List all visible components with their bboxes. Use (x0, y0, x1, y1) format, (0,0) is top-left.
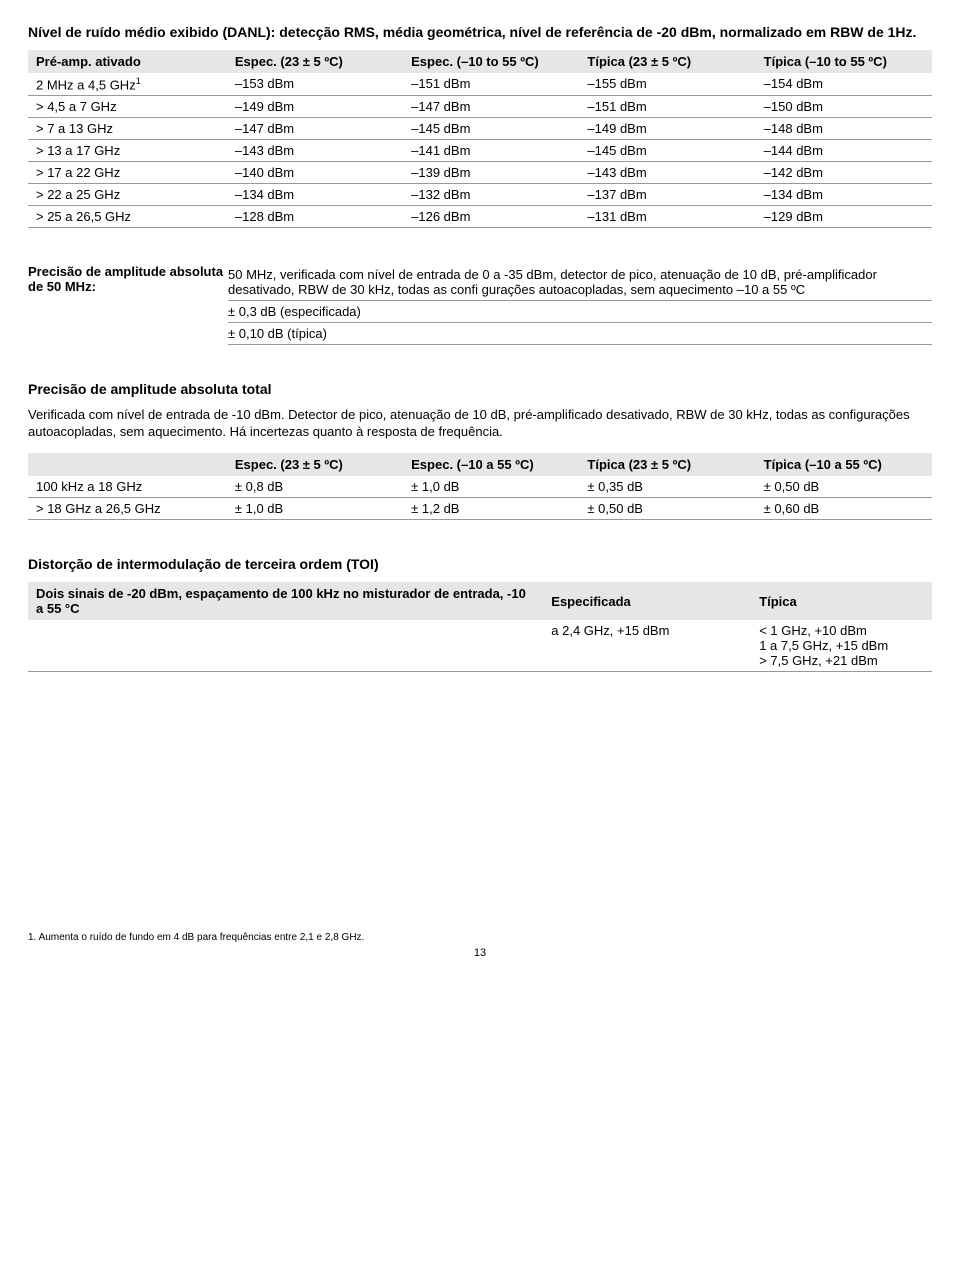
table-row: > 7 a 13 GHz–147 dBm–145 dBm–149 dBm–148… (28, 118, 932, 140)
table-row: > 17 a 22 GHz–140 dBm–139 dBm–143 dBm–14… (28, 162, 932, 184)
danl-cell: –140 dBm (227, 162, 403, 184)
amp-abs-typ: ± 0,10 dB (típica) (228, 323, 932, 345)
danl-table: Pré-amp. ativado Espec. (23 ± 5 ºC) Espe… (28, 50, 932, 228)
toi-title: Distorção de intermodulação de terceira … (28, 556, 932, 572)
danl-cell: –134 dBm (756, 184, 932, 206)
amp-cell: ± 0,50 dB (579, 498, 755, 520)
amp-total-header-1: Espec. (23 ± 5 ºC) (227, 453, 403, 476)
amp-cell: ± 1,0 dB (227, 498, 403, 520)
danl-cell: –150 dBm (756, 96, 932, 118)
toi-typ-line: > 7,5 GHz, +21 dBm (759, 653, 924, 668)
danl-row-label: > 4,5 a 7 GHz (28, 96, 227, 118)
danl-cell: –144 dBm (756, 140, 932, 162)
danl-row-label: > 17 a 22 GHz (28, 162, 227, 184)
table-row: > 4,5 a 7 GHz–149 dBm–147 dBm–151 dBm–15… (28, 96, 932, 118)
amp-abs-desc: 50 MHz, verificada com nível de entrada … (228, 264, 932, 301)
danl-cell: –137 dBm (579, 184, 755, 206)
danl-cell: –145 dBm (403, 118, 579, 140)
toi-spec-val: a 2,4 GHz, +15 dBm (543, 620, 751, 672)
danl-cell: –143 dBm (579, 162, 755, 184)
danl-cell: –151 dBm (403, 73, 579, 96)
amp-total-desc: Verificada com nível de entrada de -10 d… (28, 407, 932, 441)
danl-cell: –149 dBm (579, 118, 755, 140)
table-row: > 22 a 25 GHz–134 dBm–132 dBm–137 dBm–13… (28, 184, 932, 206)
danl-cell: –143 dBm (227, 140, 403, 162)
danl-cell: –147 dBm (403, 96, 579, 118)
danl-row-label: > 22 a 25 GHz (28, 184, 227, 206)
amp-cell: ± 0,8 dB (227, 476, 403, 498)
toi-header-label: Dois sinais de -20 dBm, espaçamento de 1… (28, 582, 543, 620)
table-row: 100 kHz a 18 GHz± 0,8 dB± 1,0 dB± 0,35 d… (28, 476, 932, 498)
danl-cell: –128 dBm (227, 206, 403, 228)
danl-cell: –153 dBm (227, 73, 403, 96)
danl-cell: –126 dBm (403, 206, 579, 228)
amp-cell: ± 0,35 dB (579, 476, 755, 498)
danl-title: Nível de ruído médio exibido (DANL): det… (28, 24, 932, 40)
danl-cell: –142 dBm (756, 162, 932, 184)
danl-cell: –155 dBm (579, 73, 755, 96)
danl-row-label: 2 MHz a 4,5 GHz1 (28, 73, 227, 96)
page-number: 13 (28, 947, 932, 959)
toi-typ-vals: < 1 GHz, +10 dBm1 a 7,5 GHz, +15 dBm> 7,… (751, 620, 932, 672)
amp-abs-spec: ± 0,3 dB (especificada) (228, 301, 932, 323)
danl-row-label: > 25 a 26,5 GHz (28, 206, 227, 228)
danl-cell: –148 dBm (756, 118, 932, 140)
danl-header-1: Espec. (23 ± 5 ºC) (227, 50, 403, 73)
danl-cell: –149 dBm (227, 96, 403, 118)
table-row: > 13 a 17 GHz–143 dBm–141 dBm–145 dBm–14… (28, 140, 932, 162)
danl-cell: –145 dBm (579, 140, 755, 162)
amp-total-table: Espec. (23 ± 5 ºC) Espec. (–10 a 55 ºC) … (28, 453, 932, 520)
amp-total-header-3: Típica (23 ± 5 ºC) (579, 453, 755, 476)
danl-row-label: > 7 a 13 GHz (28, 118, 227, 140)
danl-cell: –139 dBm (403, 162, 579, 184)
amp-cell: ± 1,0 dB (403, 476, 579, 498)
toi-cell-blank (28, 620, 543, 672)
footnote: 1. Aumenta o ruído de fundo em 4 dB para… (28, 932, 932, 943)
danl-cell: –141 dBm (403, 140, 579, 162)
amp-cell: ± 1,2 dB (403, 498, 579, 520)
danl-cell: –129 dBm (756, 206, 932, 228)
danl-header-0: Pré-amp. ativado (28, 50, 227, 73)
toi-header-typ: Típica (751, 582, 932, 620)
amp-total-header-0 (28, 453, 227, 476)
danl-header-4: Típica (–10 to 55 ºC) (756, 50, 932, 73)
danl-cell: –132 dBm (403, 184, 579, 206)
amp-cell: ± 0,60 dB (756, 498, 932, 520)
amp-total-header-4: Típica (–10 a 55 ºC) (756, 453, 932, 476)
danl-row-label: > 13 a 17 GHz (28, 140, 227, 162)
danl-header-2: Espec. (–10 to 55 ºC) (403, 50, 579, 73)
amp-total-header-2: Espec. (–10 a 55 ºC) (403, 453, 579, 476)
amp-cell: ± 0,50 dB (756, 476, 932, 498)
danl-cell: –134 dBm (227, 184, 403, 206)
amp-row-label: 100 kHz a 18 GHz (28, 476, 227, 498)
toi-typ-line: 1 a 7,5 GHz, +15 dBm (759, 638, 924, 653)
toi-header-spec: Especificada (543, 582, 751, 620)
amp-total-title: Precisão de amplitude absoluta total (28, 381, 932, 397)
table-row: 2 MHz a 4,5 GHz1–153 dBm–151 dBm–155 dBm… (28, 73, 932, 96)
toi-typ-line: < 1 GHz, +10 dBm (759, 623, 924, 638)
danl-cell: –147 dBm (227, 118, 403, 140)
table-row: > 25 a 26,5 GHz–128 dBm–126 dBm–131 dBm–… (28, 206, 932, 228)
toi-table: Dois sinais de -20 dBm, espaçamento de 1… (28, 582, 932, 672)
table-row: > 18 GHz a 26,5 GHz± 1,0 dB± 1,2 dB± 0,5… (28, 498, 932, 520)
danl-header-3: Típica (23 ± 5 ºC) (579, 50, 755, 73)
amp-abs-label: Precisão de amplitude absoluta de 50 MHz… (28, 264, 228, 345)
amp-row-label: > 18 GHz a 26,5 GHz (28, 498, 227, 520)
danl-cell: –151 dBm (579, 96, 755, 118)
danl-cell: –131 dBm (579, 206, 755, 228)
danl-cell: –154 dBm (756, 73, 932, 96)
